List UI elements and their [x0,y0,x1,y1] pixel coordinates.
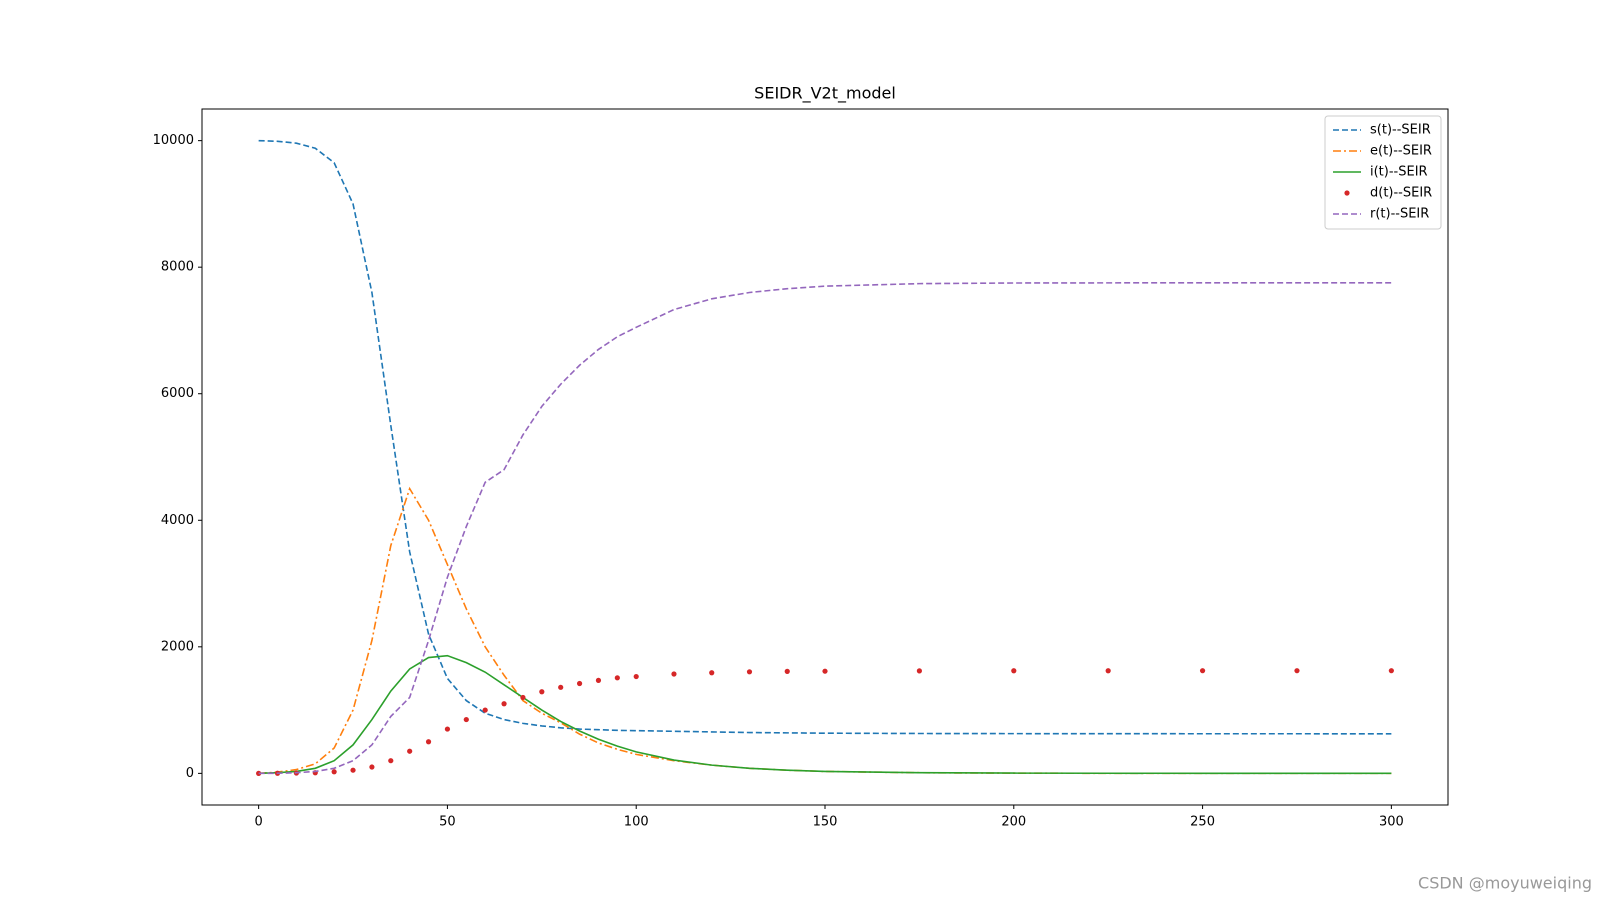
series-line [258,486,1392,775]
y-tick-label: 8000 [161,260,194,275]
x-tick-label: 50 [439,815,456,830]
data-point [1011,668,1017,674]
data-point [822,668,828,674]
y-tick-label: 2000 [161,639,194,654]
legend-marker [1344,190,1350,196]
data-point [595,677,602,683]
legend-label: r(t)--SEIR [1370,207,1429,222]
data-point [407,748,413,754]
data-point [331,769,337,775]
legend-label: e(t)--SEIR [1370,144,1432,159]
data-point [501,701,507,707]
watermark: CSDN @moyuweiqing [1418,874,1592,893]
y-tick-label: 0 [186,766,194,781]
data-point [633,673,639,680]
x-tick-label: 200 [1001,815,1026,830]
legend-box [1324,115,1442,230]
data-point [425,739,432,745]
y-tick-label: 10000 [153,133,194,148]
data-point [350,767,356,773]
data-point [558,684,564,690]
data-point [256,770,262,776]
series-line [258,282,1392,775]
data-point [1388,668,1394,674]
plot-frame [201,108,1449,806]
data-point [369,764,375,770]
data-point [539,689,545,695]
data-point [671,671,677,677]
data-point [388,758,394,764]
x-tick-label: 0 [254,815,262,830]
data-point [444,726,451,732]
data-point [709,670,715,676]
legend-label: s(t)--SEIR [1370,123,1431,138]
data-point [1105,668,1111,674]
x-tick-label: 100 [624,815,649,830]
data-point [520,694,526,701]
data-point [463,716,469,723]
x-tick-label: 300 [1379,815,1404,830]
x-tick-label: 250 [1190,815,1215,830]
x-tick-label: 150 [813,815,838,830]
data-point [1294,668,1300,674]
data-point [746,669,753,675]
data-point [784,668,790,674]
y-tick-label: 4000 [161,513,194,528]
chart-title: SEIDR_V2t_model [754,84,896,104]
data-point [916,668,922,674]
data-point [482,707,488,713]
series-line [258,139,1392,735]
data-point [576,680,583,687]
legend-label: d(t)--SEIR [1370,186,1432,201]
data-point [1199,668,1206,674]
legend-label: i(t)--SEIR [1370,165,1428,180]
y-tick-label: 6000 [161,386,194,401]
data-point [614,675,620,681]
series-line [258,654,1392,775]
